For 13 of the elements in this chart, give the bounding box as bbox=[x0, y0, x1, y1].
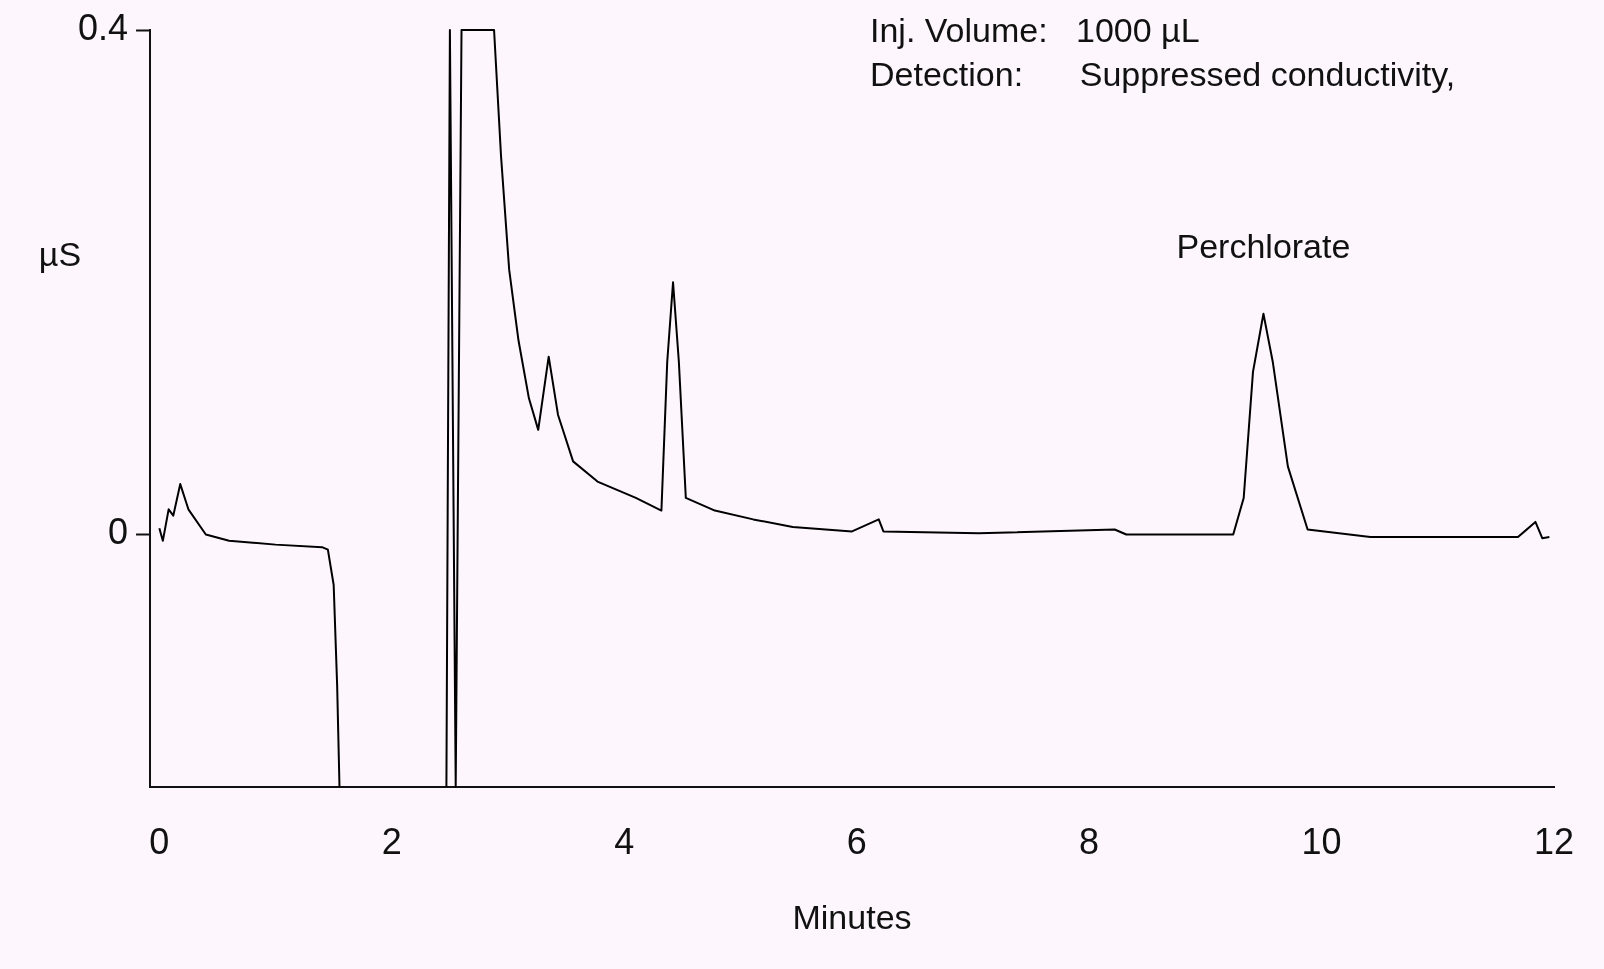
x-tick-label: 6 bbox=[846, 821, 867, 863]
x-tick-label: 2 bbox=[381, 821, 402, 863]
annotation: Perchlorate bbox=[1176, 227, 1351, 266]
y-axis-title: µS bbox=[38, 235, 82, 274]
annotation: Inj. Volume: 1000 µL bbox=[870, 10, 1201, 51]
y-tick-label: 0.4 bbox=[78, 6, 129, 48]
x-tick-label: 8 bbox=[1079, 821, 1100, 863]
annotation: Detection: Suppressed conductivity, bbox=[870, 54, 1456, 95]
x-tick-label: 0 bbox=[149, 821, 170, 863]
x-axis-title: Minutes bbox=[792, 898, 912, 937]
x-tick-label: 12 bbox=[1533, 821, 1575, 863]
x-tick-label: 10 bbox=[1301, 821, 1342, 863]
x-tick-label: 4 bbox=[614, 821, 635, 863]
